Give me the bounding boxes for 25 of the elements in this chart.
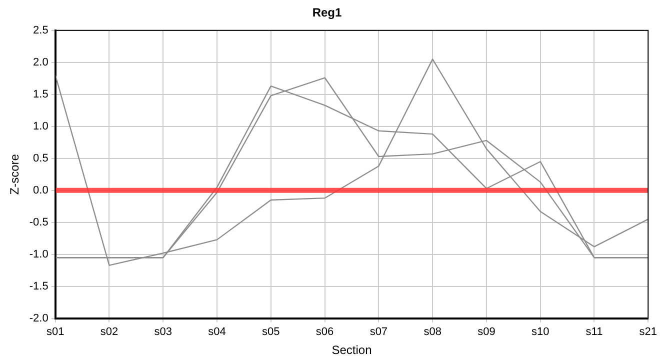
y-tick-label: -2.0: [29, 312, 48, 324]
y-tick-label: 2.0: [33, 56, 48, 68]
y-axis-title: Z-score: [8, 154, 22, 195]
x-tick-label: s07: [370, 326, 388, 338]
y-tick-label: 0.0: [33, 184, 48, 196]
x-tick-label: s04: [208, 326, 226, 338]
x-tick-label: s02: [100, 326, 118, 338]
y-tick-label: 0.5: [33, 152, 48, 164]
y-tick-label: 1.0: [33, 120, 48, 132]
x-tick-label: s08: [424, 326, 442, 338]
x-tick-label: s09: [478, 326, 496, 338]
y-tick-label: 2.5: [33, 24, 48, 36]
x-tick-label: s05: [262, 326, 280, 338]
x-tick-label: s21: [639, 326, 658, 338]
y-tick-label: -1.5: [29, 280, 48, 292]
chart-title: Reg1: [312, 6, 342, 20]
x-tick-label: s10: [531, 326, 550, 338]
x-axis-title: Section: [332, 343, 372, 358]
y-tick-label: 1.5: [33, 88, 48, 100]
y-tick-label: -0.5: [29, 216, 48, 228]
x-tick-label: s01: [46, 326, 64, 338]
x-tick-label: s03: [154, 326, 172, 338]
x-tick-label: s11: [586, 326, 603, 338]
y-tick-label: -1.0: [29, 248, 48, 260]
x-tick-label: s06: [316, 326, 334, 338]
